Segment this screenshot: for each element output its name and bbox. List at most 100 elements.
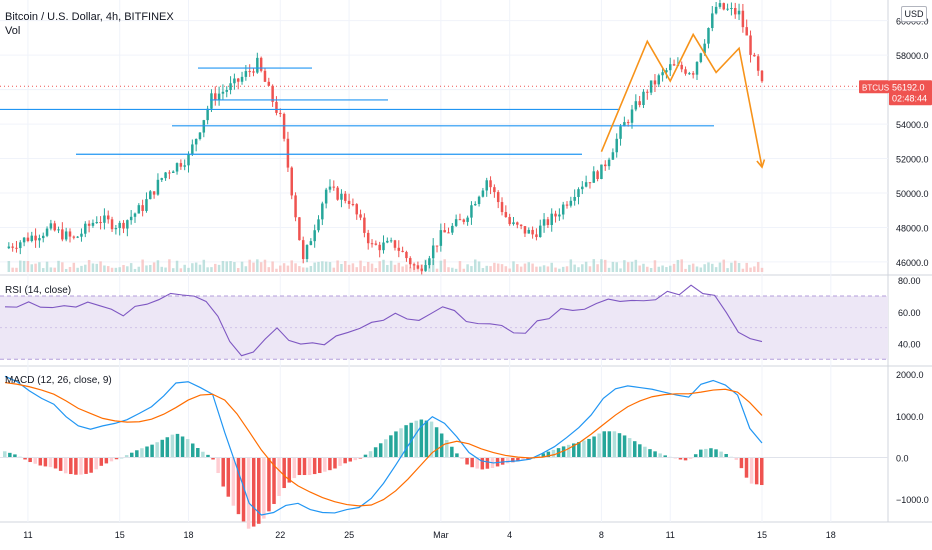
volume-bar	[240, 261, 244, 272]
volume-bar	[596, 264, 599, 272]
volume-bar	[106, 266, 110, 272]
time-tick-label: 4	[507, 530, 512, 540]
candle	[745, 19, 748, 36]
candle-body	[649, 80, 653, 93]
macd-histogram-bar	[627, 438, 632, 458]
candle	[321, 201, 324, 226]
macd-histogram-bar	[749, 457, 754, 484]
volume-bar	[726, 268, 729, 272]
candle	[707, 27, 710, 49]
candle-body	[271, 85, 274, 102]
volume-bar	[183, 264, 186, 272]
volume-bar	[588, 266, 592, 272]
candle	[64, 227, 68, 242]
macd-pane[interactable]	[0, 375, 888, 529]
candle-body	[11, 246, 14, 248]
volume-bar	[592, 259, 596, 272]
price-pattern-drawing[interactable]	[600, 32, 766, 169]
candle	[741, 3, 745, 33]
macd-histogram-bar	[262, 457, 266, 519]
candle	[26, 232, 30, 243]
candle	[668, 57, 672, 76]
volume-bar	[72, 262, 76, 272]
candle	[344, 191, 347, 204]
candle	[68, 228, 72, 243]
candle	[347, 193, 351, 209]
candle	[126, 219, 129, 237]
candle-body	[275, 101, 278, 113]
macd-histogram-bar	[754, 457, 759, 485]
volume-bar	[584, 261, 588, 272]
candle	[558, 208, 561, 221]
macd-histogram-bar	[587, 438, 591, 458]
candle	[19, 240, 22, 255]
candle	[542, 213, 546, 233]
volume-bar	[672, 263, 676, 272]
macd-histogram-bar	[699, 449, 703, 458]
candle-body	[550, 213, 553, 225]
macd-histogram-bar	[196, 448, 200, 458]
candle	[523, 226, 527, 238]
price-axis[interactable]: 46000.048000.050000.052000.054000.056000…	[896, 17, 929, 505]
volume-bar	[699, 267, 703, 272]
volume-bar	[298, 266, 301, 272]
candle	[370, 239, 374, 248]
macd-histogram-bar	[546, 451, 551, 458]
volume-bar	[443, 259, 446, 272]
candle-body	[210, 93, 213, 109]
candle	[263, 68, 267, 82]
macd-histogram-bar	[450, 446, 454, 458]
candle-body	[435, 245, 439, 247]
candle-body	[126, 220, 129, 229]
time-axis[interactable]: 11 15 18 22 25 Mar 4 8 11 15 18	[23, 530, 836, 540]
currency-badge[interactable]: USD	[901, 6, 927, 22]
candle	[493, 184, 496, 198]
candle-body	[573, 196, 576, 201]
candle	[175, 162, 179, 175]
candle	[72, 235, 76, 240]
volume-bar	[688, 264, 691, 272]
volume-bar	[160, 266, 163, 272]
time-tick-label: 18	[184, 530, 194, 540]
volume-bar	[191, 263, 194, 272]
support-resistance-lines[interactable]	[0, 67, 714, 155]
candle-body	[187, 153, 190, 166]
macd-tick-label: 0.0	[896, 454, 909, 464]
volume-bar	[133, 268, 137, 272]
macd-histogram-bar	[434, 427, 439, 458]
candle-body	[611, 152, 615, 160]
macd-histogram-bar	[8, 452, 12, 458]
candle	[298, 217, 301, 241]
candle	[401, 246, 404, 253]
macd-histogram-bar	[317, 457, 322, 474]
rsi-pane[interactable]	[0, 284, 888, 360]
volume-bar	[129, 263, 133, 272]
candle-body	[122, 222, 125, 229]
macd-histogram-bar	[135, 450, 139, 458]
macd-histogram-bar	[693, 454, 698, 458]
candle-body	[53, 223, 56, 231]
candle	[561, 201, 565, 220]
volume-bar	[653, 260, 657, 272]
volume-bar	[512, 261, 515, 272]
volume-bar	[646, 266, 649, 272]
candle	[41, 232, 45, 243]
candle-body	[141, 205, 144, 211]
candle	[393, 239, 397, 251]
candle-body	[718, 3, 722, 7]
macd-histogram-bar	[201, 451, 205, 458]
volume-bar	[749, 267, 752, 272]
candle	[428, 255, 431, 269]
macd-histogram-bar	[170, 434, 175, 458]
macd-histogram-bar	[180, 436, 185, 458]
candlestick-series[interactable]	[7, 0, 764, 275]
candle	[221, 84, 225, 101]
volume-bar	[565, 266, 569, 272]
macd-histogram-bar	[505, 457, 510, 464]
candle	[294, 192, 297, 222]
candle	[336, 185, 339, 201]
candle-body	[191, 144, 194, 154]
macd-histogram-bar	[63, 457, 68, 474]
volume-bar	[126, 266, 129, 272]
